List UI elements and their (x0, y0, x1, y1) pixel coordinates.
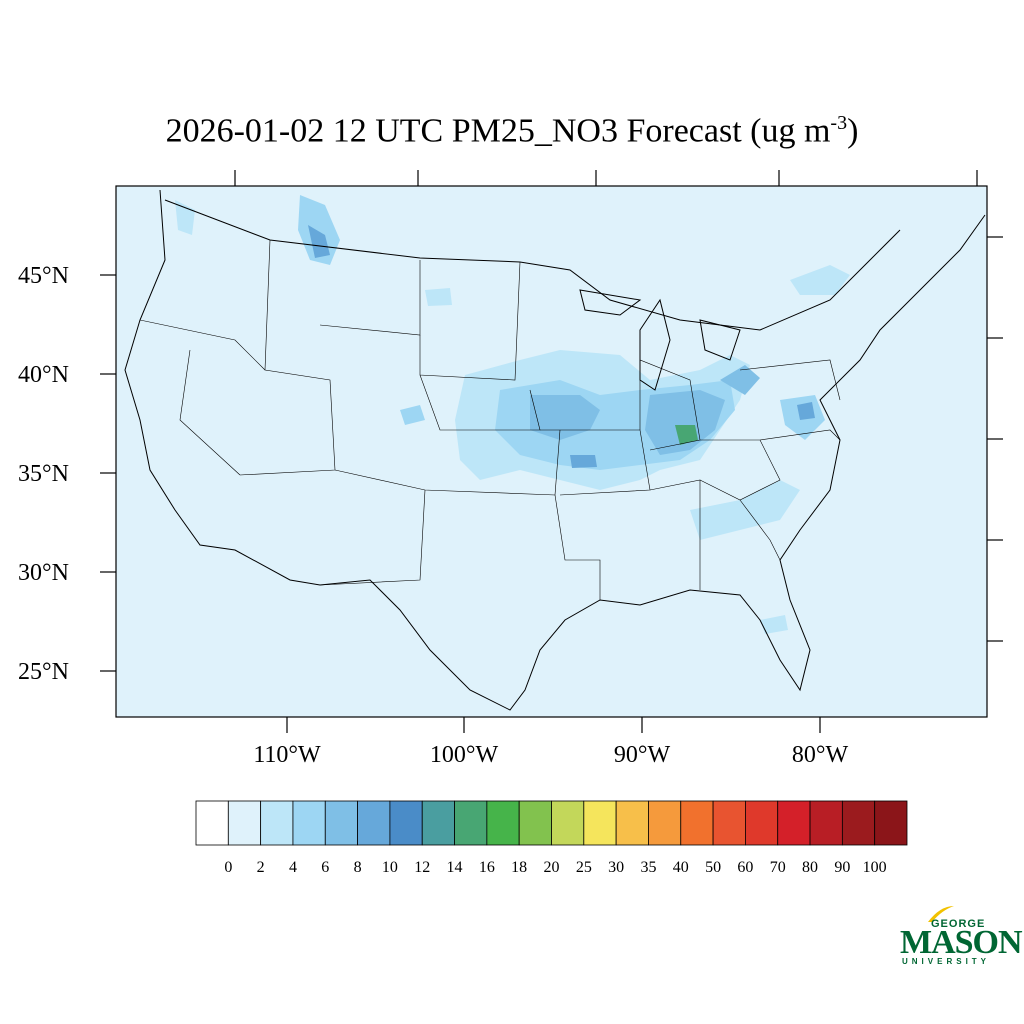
colorbar-label: 50 (705, 859, 721, 876)
concentration-field (175, 195, 850, 634)
map-frame (115, 185, 988, 718)
colorbar-swatch (583, 800, 617, 846)
lon-label-110w: 110°W (253, 742, 321, 768)
colorbar-label: 40 (673, 859, 689, 876)
chart-title: 2026-01-02 12 UTC PM25_NO3 Forecast (ug … (165, 112, 859, 150)
colorbar-swatch (712, 800, 746, 846)
colorbar-label: 60 (737, 859, 753, 876)
colorbar-swatch (615, 800, 649, 846)
logo-george: GEORGE (931, 918, 986, 930)
colorbar-label: 30 (608, 859, 624, 876)
colorbar-label: 10 (382, 859, 398, 876)
top-ticks (234, 170, 978, 186)
canada-border (164, 199, 901, 331)
colorbar-label: 20 (544, 859, 560, 876)
colorbar-swatch (357, 800, 391, 846)
colorbar-label: 18 (511, 859, 527, 876)
colorbar-label: 100 (863, 859, 887, 876)
swoosh-icon (928, 906, 954, 922)
colorbar-label: 12 (414, 859, 430, 876)
colorbar-swatch (486, 800, 520, 846)
colorbar-swatch (518, 800, 552, 846)
colorbar-swatch (260, 800, 294, 846)
lon-label-100w: 100°W (430, 742, 499, 768)
lat-label-30: 30°N (18, 560, 69, 586)
colorbar-swatch (454, 800, 488, 846)
bottom-ticks (286, 717, 821, 733)
title-exponent: -3 (830, 112, 848, 134)
colorbar-swatch (227, 800, 262, 846)
colorbar-label: 8 (354, 859, 362, 876)
colorbar-swatch (841, 800, 876, 846)
colorbar-swatch (195, 800, 229, 846)
right-ticks (987, 236, 1003, 642)
colorbar-swatch (680, 800, 714, 846)
gmu-logo: GEORGE MASON UNIVERSITY (896, 900, 1023, 970)
colorbar-swatch (421, 800, 455, 846)
colorbar-label: 90 (834, 859, 850, 876)
boundaries (124, 189, 986, 711)
lat-label-40: 40°N (18, 362, 69, 388)
colorbar-swatch (551, 800, 585, 846)
logo-university: UNIVERSITY (902, 957, 991, 966)
logo-mason: MASON (900, 924, 1023, 961)
colorbar-swatch (389, 800, 423, 846)
left-ticks (100, 274, 116, 672)
colorbar-label: 70 (770, 859, 786, 876)
colorbar-swatch (745, 800, 779, 846)
colorbar: 0 2 4 6 8 10 12 14 16 18 20 25 30 35 40 50 60 70 80 90 100 (195, 800, 908, 876)
colorbar-label: 25 (576, 859, 592, 876)
colorbar-label: 80 (802, 859, 818, 876)
lon-label-80w: 80°W (792, 742, 849, 768)
state-lines (139, 239, 841, 600)
colorbar-label: 0 (224, 859, 232, 876)
colorbar-label: 14 (447, 859, 463, 876)
colorbar-label: 4 (289, 859, 297, 876)
lat-label-25: 25°N (18, 659, 69, 685)
colorbar-swatch (324, 800, 358, 846)
lat-label-45: 45°N (18, 263, 69, 289)
colorbar-swatch (292, 800, 326, 846)
lat-label-35: 35°N (18, 461, 69, 487)
colorbar-swatch (777, 800, 811, 846)
colorbar-label: 2 (257, 859, 265, 876)
colorbar-swatch (809, 800, 843, 846)
colorbar-label: 16 (479, 859, 495, 876)
colorbar-label: 6 (321, 859, 329, 876)
lon-label-90w: 90°W (614, 742, 671, 768)
colorbar-swatch (648, 800, 682, 846)
colorbar-label: 35 (640, 859, 656, 876)
colorbar-swatch (874, 800, 908, 846)
